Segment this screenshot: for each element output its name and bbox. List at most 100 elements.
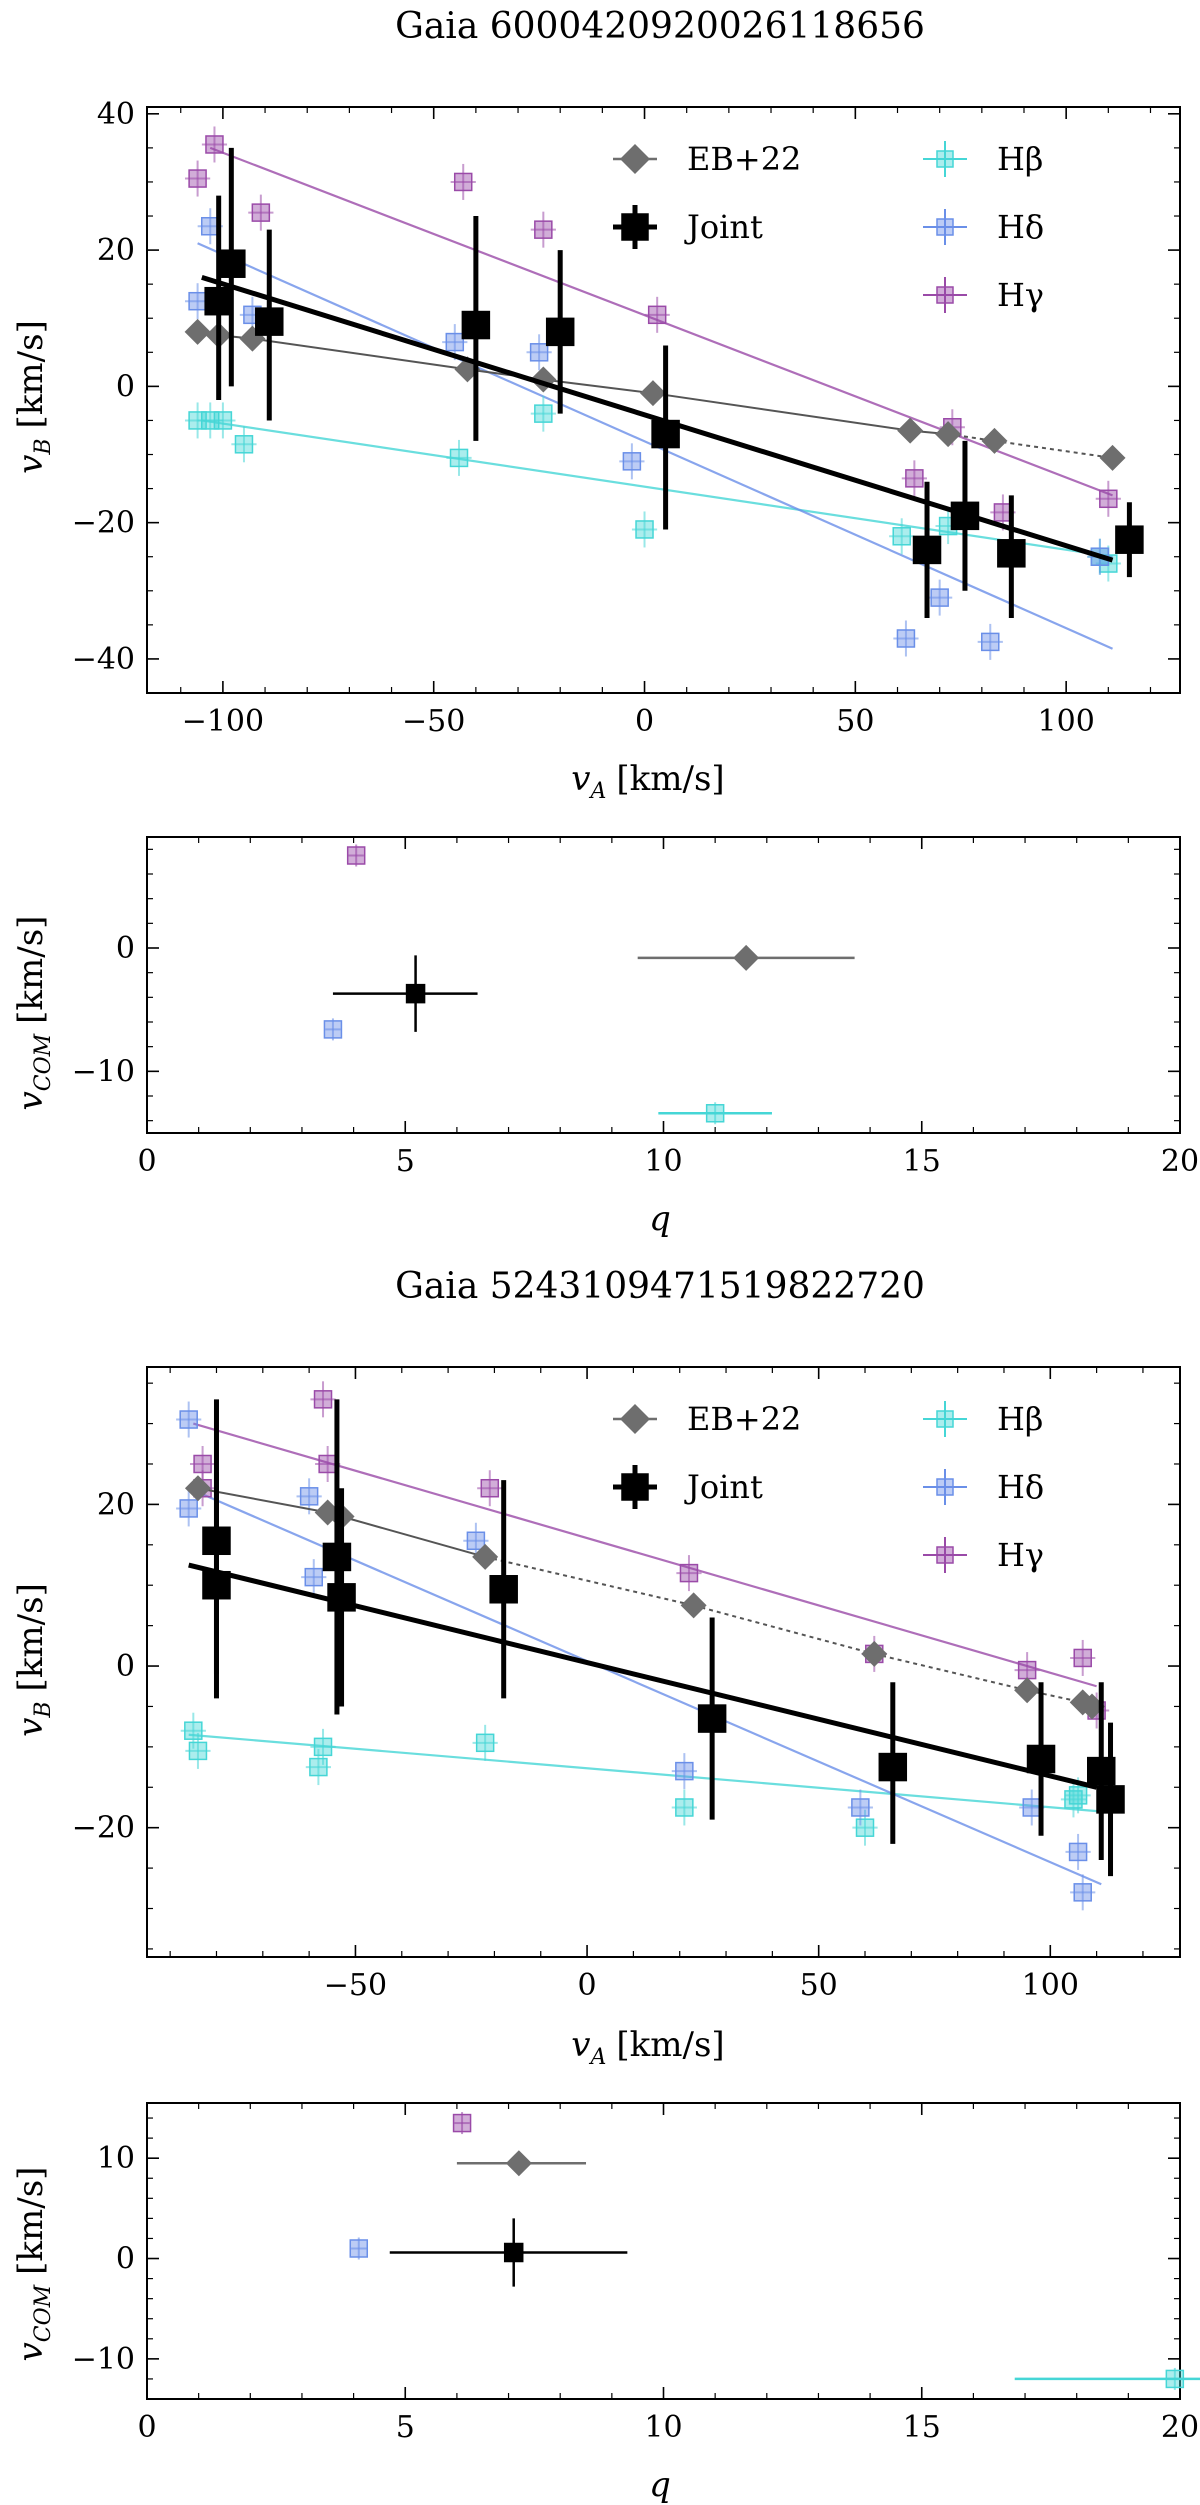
y-tick-label: −10	[72, 1054, 135, 1089]
joint-point	[997, 539, 1026, 568]
hgamma-point	[346, 846, 366, 865]
x-tick-label: −50	[402, 704, 465, 739]
hbeta-point	[635, 520, 654, 539]
hbeta-point	[675, 1798, 694, 1817]
ebl-point	[184, 318, 211, 345]
ebl-connector	[252, 337, 468, 371]
ebl-connector	[994, 439, 1113, 459]
panel-1: Gaia 6000420920026118656 −100 −50 0 50 100 −4…	[11, 6, 1181, 804]
joint-point	[878, 1752, 908, 1782]
y-tick-label: 20	[97, 233, 135, 268]
hbeta-point	[309, 1757, 328, 1777]
hgamma-point	[453, 172, 473, 192]
legend-entry-ebl: EB+22	[613, 140, 801, 178]
x-tick-label: 100	[1022, 1968, 1079, 2003]
panel-1-title: Gaia 6000420920026118656	[395, 6, 925, 47]
y-tick-label: −20	[72, 506, 135, 541]
plot-frame	[146, 2102, 1181, 2400]
hgamma-point	[647, 305, 667, 325]
legend-label: Hδ	[997, 208, 1044, 246]
ebl-point	[505, 2150, 532, 2177]
legend-entry-hdelta: Hδ	[923, 208, 1044, 246]
x-tick-label: 20	[1161, 2410, 1199, 2445]
legend-diamond	[620, 144, 650, 174]
legend-marker	[936, 1410, 954, 1428]
hdelta-point	[323, 1020, 343, 1039]
y-tick-label: 40	[97, 97, 135, 132]
ebl-point	[639, 380, 666, 407]
joint-point	[1115, 525, 1144, 554]
hgamma-point	[188, 169, 207, 188]
panel-3-y-axis-label: vB[km/s]	[11, 1583, 56, 1737]
hdelta-point	[179, 1499, 198, 1518]
hdelta-point	[1022, 1798, 1042, 1817]
x-tick-label: 0	[578, 1968, 597, 2003]
ebl-point	[680, 1592, 707, 1619]
joint-point	[912, 535, 942, 565]
joint-point	[405, 983, 426, 1004]
panel-3-title: Gaia 5243109471519822720	[395, 1266, 925, 1307]
hdelta-point	[851, 1798, 870, 1817]
x-tick-label: 10	[644, 1144, 682, 1179]
legend-marker	[936, 1478, 954, 1496]
legend-entry-ebl: EB+22	[613, 1400, 801, 1438]
x-tick-label: −50	[324, 1968, 387, 2003]
plot-frame	[146, 1366, 1181, 1958]
hbeta-point	[1068, 1786, 1088, 1805]
legend-marker	[936, 1546, 954, 1564]
hdelta-point	[1068, 1842, 1088, 1862]
ebl-connector	[197, 1487, 328, 1514]
joint-point	[204, 286, 233, 316]
hdelta-point	[445, 332, 465, 352]
panel-4-x-axis-label: q	[649, 2465, 671, 2505]
legend-label: Hβ	[997, 1400, 1043, 1438]
hgamma-point	[452, 2113, 472, 2133]
panel-2: 0 5 10 15 20 −10 0 q vCOM[km/s]	[11, 836, 1199, 1239]
ebl-point	[239, 325, 266, 352]
hbeta-point	[1165, 2369, 1185, 2389]
joint-point	[217, 249, 246, 278]
panel-3-x-axis-label: vA [km/s]	[571, 2025, 724, 2070]
hdelta-point	[1073, 1883, 1092, 1902]
hdelta-point	[299, 1487, 319, 1506]
joint-point	[327, 1583, 356, 1612]
hbeta-point	[184, 1721, 203, 1740]
x-tick-label: 5	[396, 1144, 415, 1179]
x-tick-label: 100	[1038, 704, 1095, 739]
panel-2-plot-area: 0 5 10 15 20 −10 0	[72, 836, 1199, 1179]
hbeta-point	[234, 435, 254, 454]
x-tick-label: 0	[137, 1144, 156, 1179]
x-tick-label: 15	[903, 2410, 941, 2445]
plot-frame	[146, 106, 1181, 694]
joint-point	[503, 2242, 524, 2263]
legend-label: Hδ	[997, 1468, 1044, 1506]
hgamma-point	[205, 135, 224, 154]
legend-label: Hβ	[997, 140, 1043, 178]
x-tick-label: 0	[635, 704, 654, 739]
joint-point	[651, 419, 680, 449]
hgamma-point	[679, 1563, 699, 1583]
x-tick-label: −100	[182, 704, 264, 739]
legend-marker	[621, 1473, 649, 1501]
ebl-connector	[341, 1515, 486, 1558]
legend-marker	[936, 286, 954, 304]
ebl-point	[1078, 1693, 1105, 1720]
hbeta-point	[188, 1741, 208, 1761]
ebl-point	[935, 421, 962, 448]
legend-entry-joint: Joint	[613, 205, 763, 249]
ebl-connector	[484, 1555, 694, 1607]
legend-label: Joint	[684, 1468, 763, 1506]
ebl-connector	[693, 1604, 875, 1655]
ebl-point	[733, 944, 760, 971]
hbeta-point	[313, 1737, 333, 1757]
joint-point	[1096, 1785, 1125, 1814]
hdelta-point	[179, 1410, 198, 1429]
hbeta-point	[705, 1104, 725, 1123]
legend-entry-hgamma: Hγ	[923, 1536, 1044, 1574]
legend-entry-hbeta: Hβ	[923, 1400, 1043, 1438]
x-tick-label: 10	[644, 2410, 682, 2445]
panel-1-plot-area: −100 −50 0 50 100 −40 −20 0 20 40 EB+22 Joint Hβ Hδ Hγ	[72, 97, 1181, 739]
hgamma-point	[1017, 1660, 1037, 1680]
